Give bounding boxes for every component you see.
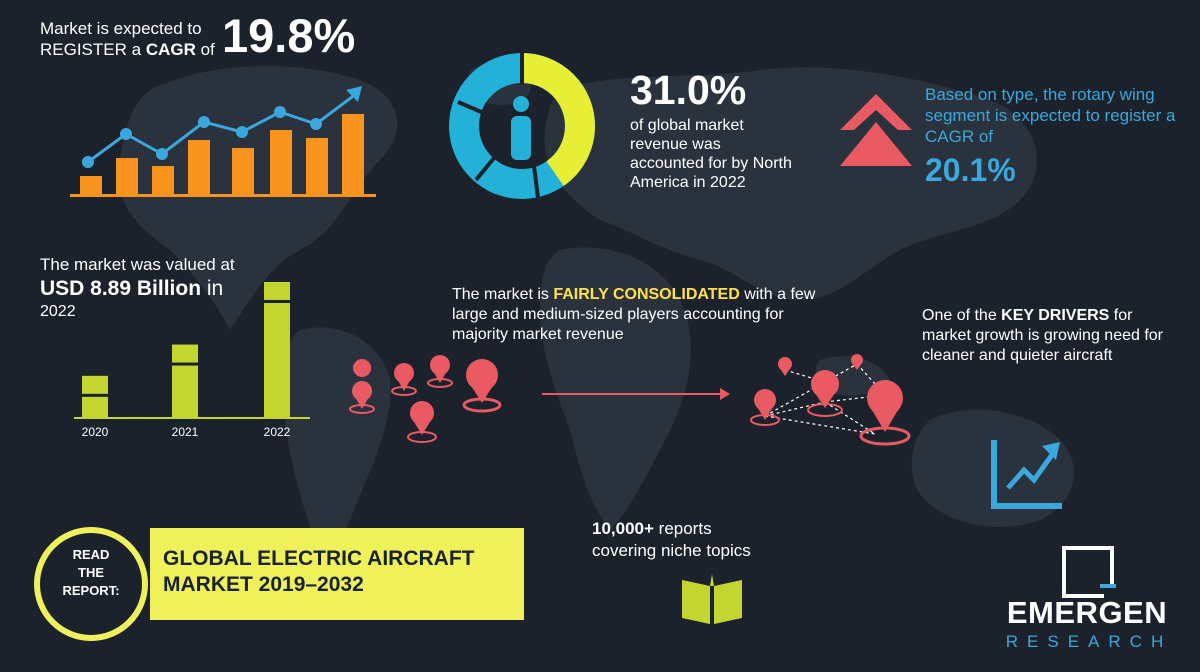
bar-stripe-2021: [172, 362, 198, 366]
valuation-amount: USD 8.89 Billion in: [40, 276, 223, 302]
read-report-circle[interactable]: [34, 527, 148, 641]
read-label-line3: REPORT:: [62, 583, 120, 598]
logo-mark-icon: [1062, 546, 1116, 598]
bar-label-2022: 2022: [264, 425, 291, 439]
cagr-lead-text: Market is expected to REGISTER a CAGR of: [40, 18, 215, 60]
bar-2022: [264, 282, 290, 418]
bar-2021: [172, 344, 198, 418]
valuation-amount-suffix: in: [201, 277, 224, 300]
consolidation-highlight: FAIRLY CONSOLIDATED: [553, 286, 740, 303]
cagr-lead-bold: CAGR: [145, 40, 196, 59]
report-title[interactable]: GLOBAL ELECTRIC AIRCRAFT MARKET 2019–203…: [163, 546, 513, 598]
read-label-line1: READ: [72, 547, 110, 562]
report-title-line2: MARKET 2019–2032: [163, 573, 364, 596]
donut-person-icon: [449, 52, 595, 199]
cagr-lead-suffix: of: [195, 40, 215, 59]
reports-count: 10,000+: [592, 519, 654, 538]
reports-line2: covering niche topics: [592, 541, 751, 560]
location-pin-icon: [349, 355, 502, 443]
share-value: 31.0%: [630, 67, 747, 113]
reports-line1-suffix: reports: [653, 519, 712, 538]
drivers-text: One of the KEY DRIVERS for market growth…: [922, 306, 1182, 366]
cagr-lead-line2: REGISTER a CAGR of: [40, 39, 215, 60]
reports-line1: 10,000+ reports: [592, 518, 751, 540]
valuation-lead: The market was valued at: [40, 255, 235, 274]
market-bar-chart: 2020 2021 2022: [74, 282, 310, 439]
consolidation-suffix: with a few large and medium-sized player…: [452, 286, 816, 343]
read-report-label[interactable]: READ THE REPORT:: [40, 546, 142, 600]
cagr-value: 19.8%: [222, 9, 356, 62]
share-description: of global market revenue was accounted f…: [630, 117, 792, 191]
consolidation-prefix: The market is: [452, 286, 554, 303]
drivers-prefix: One of the: [922, 307, 1002, 324]
arrow-right-icon: [542, 388, 730, 400]
rotary-description: Based on type, the rotary wing segment i…: [925, 85, 1176, 146]
open-book-icon: [682, 574, 742, 624]
bar-stripe-2020: [82, 393, 108, 397]
trend-up-icon: [991, 440, 1062, 509]
cagr-lead-line1: Market is expected to: [40, 19, 202, 38]
reports-text: 10,000+ reports covering niche topics: [592, 518, 751, 562]
bar-label-2020: 2020: [82, 425, 109, 439]
double-chevron-up-icon: [840, 94, 912, 166]
rotary-value: 20.1%: [925, 152, 1016, 188]
drivers-suffix: for market growth is growing need for cl…: [922, 307, 1163, 364]
report-banner[interactable]: [150, 528, 524, 620]
drivers-highlight: KEY DRIVERS: [1001, 307, 1110, 324]
bar-label-2021: 2021: [172, 425, 199, 439]
report-title-line1: GLOBAL ELECTRIC AIRCRAFT: [163, 547, 475, 570]
logo-sub: RESEARCH: [1005, 632, 1173, 651]
logo-name: EMERGEN: [1006, 595, 1168, 630]
valuation-amount-bold: USD 8.89 Billion: [40, 277, 202, 300]
consolidation-text: The market is FAIRLY CONSOLIDATED with a…: [452, 285, 832, 345]
network-pins-icon: [750, 354, 911, 446]
bar-2020: [82, 375, 108, 418]
read-label-line2: THE: [78, 565, 104, 580]
cagr-lead-prefix: REGISTER a: [40, 40, 146, 59]
growth-bar-chart-icon: [70, 86, 376, 197]
valuation-year: 2022: [40, 303, 76, 320]
bar-stripe-2022: [264, 300, 290, 303]
